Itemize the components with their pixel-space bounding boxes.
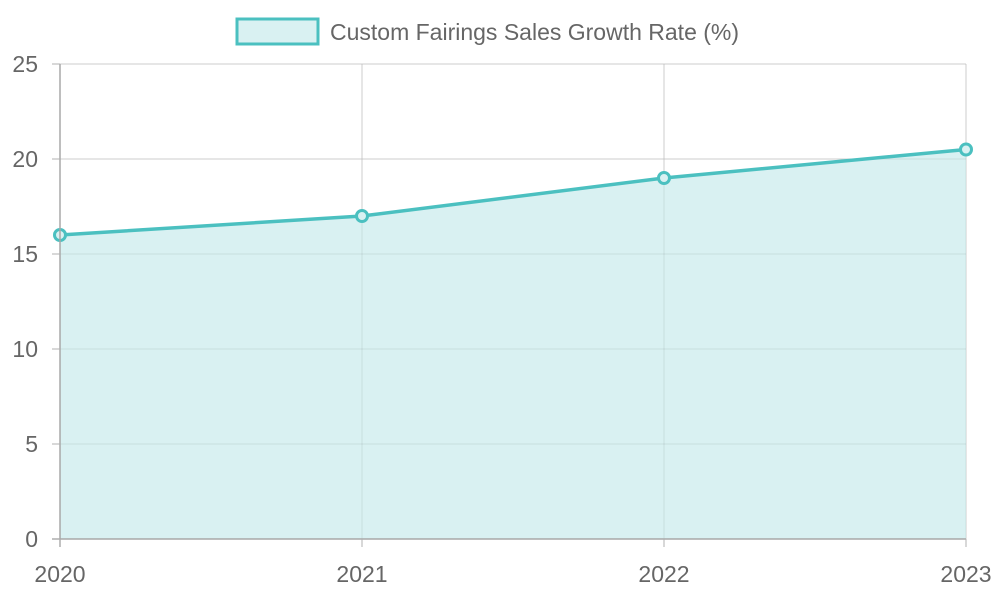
x-tick-label: 2022 — [638, 561, 689, 587]
series-line — [59, 147, 967, 237]
y-tick-label: 20 — [12, 146, 38, 172]
x-tick-label: 2023 — [940, 561, 991, 587]
x-tick-label: 2021 — [336, 561, 387, 587]
axes — [52, 64, 966, 547]
legend-label: Custom Fairings Sales Growth Rate (%) — [330, 19, 739, 45]
y-tick-label: 15 — [12, 241, 38, 267]
y-tick-label: 5 — [25, 431, 38, 457]
x-tick-label: 2020 — [34, 561, 85, 587]
data-point[interactable] — [959, 142, 973, 157]
y-axis-ticks: 0 5 10 15 20 25 — [12, 51, 60, 552]
legend-swatch — [235, 17, 320, 46]
data-point[interactable] — [657, 171, 671, 185]
x-axis-ticks: 2020 2021 2022 2023 — [34, 539, 992, 587]
data-point[interactable] — [355, 209, 369, 223]
legend[interactable]: Custom Fairings Sales Growth Rate (%) — [235, 17, 739, 46]
y-tick-label: 10 — [12, 336, 38, 362]
y-tick-label: 25 — [12, 51, 38, 77]
plot-area — [53, 63, 973, 540]
y-tick-label: 0 — [25, 526, 38, 552]
series-area-fill — [60, 149, 966, 539]
